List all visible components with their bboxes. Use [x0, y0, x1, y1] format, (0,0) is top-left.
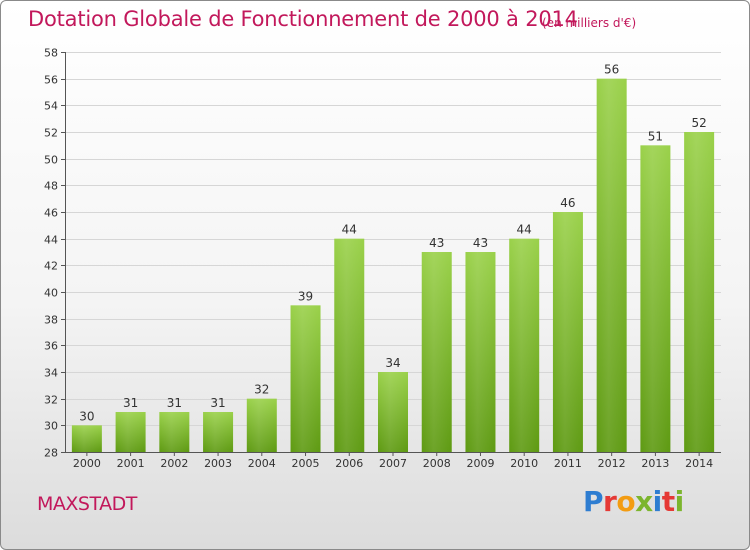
y-tick-label: 42: [44, 260, 58, 273]
x-tick-label: 2001: [117, 457, 145, 470]
x-tick-label: 2004: [248, 457, 276, 470]
y-tick-label: 36: [44, 340, 58, 353]
bar-highlight: [290, 305, 321, 452]
bar-highlight: [246, 398, 277, 452]
x-tick-label: 2000: [73, 457, 101, 470]
bar-highlight: [465, 252, 496, 452]
x-tick-label: 2014: [685, 457, 713, 470]
bar-highlight: [115, 412, 146, 452]
bar-value-label: 44: [517, 223, 532, 237]
x-tick-label: 2013: [641, 457, 669, 470]
bar-highlight: [378, 372, 408, 452]
x-tick-label: 2012: [598, 457, 626, 470]
chart-title: Dotation Globale de Fonctionnement de 20…: [28, 7, 578, 31]
bar-highlight: [596, 78, 627, 453]
bar-value-label: 30: [79, 409, 94, 423]
bar-highlight: [640, 145, 671, 453]
y-tick-label: 38: [44, 314, 58, 327]
bar-value-label: 43: [429, 236, 444, 250]
commune-name: MAXSTADT: [37, 493, 137, 515]
bar-value-label: 34: [385, 356, 400, 370]
y-tick-label: 34: [44, 367, 58, 380]
y-tick-label: 50: [44, 154, 58, 167]
x-tick-label: 2011: [554, 457, 582, 470]
bar-highlight: [684, 132, 715, 452]
bar-value-label: 31: [210, 396, 225, 410]
y-tick-label: 46: [44, 207, 58, 220]
x-tick-label: 2005: [292, 457, 320, 470]
bar-highlight: [71, 425, 102, 452]
x-tick-label: 2003: [204, 457, 232, 470]
bar-value-label: 31: [167, 396, 182, 410]
bar-value-label: 52: [691, 116, 706, 130]
y-tick-label: 52: [44, 127, 58, 140]
y-tick-label: 30: [44, 420, 58, 433]
x-tick-label: 2006: [335, 457, 363, 470]
y-tick-label: 48: [44, 180, 58, 193]
y-tick-label: 40: [44, 287, 58, 300]
x-tick-label: 2002: [160, 457, 188, 470]
bar-highlight: [509, 238, 540, 452]
y-tick-label: 28: [44, 447, 58, 460]
bar-highlight: [552, 212, 583, 452]
bar-highlight: [159, 412, 190, 452]
bar-value-label: 32: [254, 383, 269, 397]
proxiti-logo: Proxiti: [583, 485, 684, 518]
x-tick-label: 2010: [510, 457, 538, 470]
y-tick-label: 56: [44, 74, 58, 87]
y-tick-label: 54: [44, 100, 58, 113]
bar-value-label: 43: [473, 236, 488, 250]
bar-highlight: [203, 412, 234, 452]
y-tick-label: 58: [44, 47, 58, 60]
bar-highlight: [421, 252, 452, 452]
y-tick-label: 44: [44, 234, 58, 247]
x-tick-label: 2009: [466, 457, 494, 470]
bar-value-label: 39: [298, 289, 313, 303]
chart-subtitle: (en milliers d'€): [542, 16, 637, 30]
bar-value-label: 51: [648, 129, 663, 143]
bar-value-label: 44: [342, 223, 357, 237]
bar-highlight: [334, 238, 365, 452]
x-tick-label: 2008: [423, 457, 451, 470]
bar-value-label: 46: [560, 196, 575, 210]
bar-value-label: 31: [123, 396, 138, 410]
y-tick-label: 32: [44, 394, 58, 407]
bar-value-label: 56: [604, 63, 619, 77]
x-tick-label: 2007: [379, 457, 407, 470]
